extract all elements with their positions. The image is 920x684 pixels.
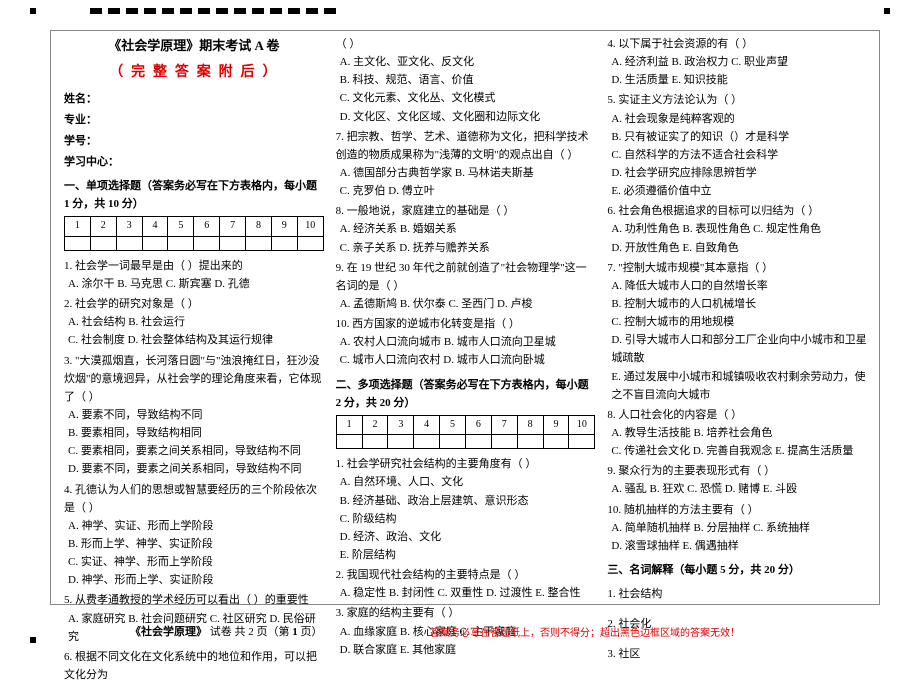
answer-cell: 5 (440, 415, 466, 435)
column-3: 4. 以下属于社会资源的有（ ）A. 经济利益 B. 政治权力 C. 职业声望 … (601, 35, 873, 595)
question-options: A. 涂尔干 B. 马克思 C. 斯宾塞 D. 孔德 (68, 275, 324, 293)
question-text: （ ） (336, 35, 596, 53)
answer-cell: 6 (194, 217, 220, 237)
section1-table: 12345678910 (64, 216, 324, 251)
answers-note: （ 完 整 答 案 附 后 ） (64, 60, 324, 83)
question-text: 7. 把宗教、哲学、艺术、道德称为文化，把科学技术创造的物质成果称为"浅薄的文明… (336, 128, 596, 164)
footer-pages-a: 试卷 共 2 页（第 (210, 626, 293, 638)
question-text: 2. 社会学的研究对象是（ ） (64, 295, 324, 313)
question-text: 3. 家庭的结构主要有（ ） (336, 604, 596, 622)
section3-heading: 三、名词解释（每小题 5 分，共 20 分） (607, 561, 867, 579)
answer-cell: 3 (116, 217, 142, 237)
answer-cell: 7 (220, 217, 246, 237)
question-options: A. 农村人口流向城市 B. 城市人口流向卫星城 C. 城市人口流向农村 D. … (340, 333, 596, 369)
question-options: A. 神学、实证、形而上学阶段 B. 形而上学、神学、实证阶段 C. 实证、神学… (68, 517, 324, 590)
question-options: A. 经济关系 B. 婚姻关系 C. 亲子关系 D. 抚养与赡养关系 (340, 220, 596, 256)
answer-cell: 8 (246, 217, 272, 237)
question-options: A. 教导生活技能 B. 培养社会角色 C. 传递社会文化 D. 完善自我观念 … (611, 424, 867, 460)
question-text: 7. "控制大城市规模"其本意指（ ） (607, 259, 867, 277)
section2-table: 12345678910 (336, 415, 596, 450)
answer-cell: 9 (543, 415, 569, 435)
question-text: 8. 人口社会化的内容是（ ） (607, 406, 867, 424)
footer-pages-b: 页） (301, 626, 323, 638)
question-options: A. 简单随机抽样 B. 分层抽样 C. 系统抽样 D. 滚雪球抽样 E. 偶遇… (611, 519, 867, 555)
question-options: A. 孟德斯鸠 B. 伏尔泰 C. 圣西门 D. 卢梭 (340, 295, 596, 313)
question-text: 2. 我国现代社会结构的主要特点是（ ） (336, 566, 596, 584)
content-columns: 《社会学原理》期末考试 A 卷 （ 完 整 答 案 附 后 ） 姓名： 专业： … (58, 35, 873, 595)
question-text: 1. 社会学一词最早是由（ ）提出来的 (64, 257, 324, 275)
answer-cell: 2 (90, 217, 116, 237)
column-2: （ ）A. 主文化、亚文化、反文化 B. 科技、规范、语言、价值 C. 文化元素… (330, 35, 602, 595)
column-1: 《社会学原理》期末考试 A 卷 （ 完 整 答 案 附 后 ） 姓名： 专业： … (58, 35, 330, 595)
name-label: 姓名： (64, 90, 324, 108)
exam-title: 《社会学原理》期末考试 A 卷 (64, 35, 324, 56)
answer-cell: 4 (142, 217, 168, 237)
answer-cell: 5 (168, 217, 194, 237)
question-text: 8. 一般地说，家庭建立的基础是（ ） (336, 202, 596, 220)
question-text: 5. 实证主义方法论认为（ ） (607, 91, 867, 109)
question-options: A. 德国部分古典哲学家 B. 马林诺夫斯基 C. 克罗伯 D. 傅立叶 (340, 164, 596, 200)
answer-cell: 8 (517, 415, 543, 435)
answer-cell: 9 (271, 217, 297, 237)
answer-cell: 3 (388, 415, 414, 435)
footer-page-num: 1 (292, 626, 298, 638)
question-options: A. 社会结构 B. 社会运行 C. 社会制度 D. 社会整体结构及其运行规律 (68, 313, 324, 349)
question-text: 3. "大漠孤烟直，长河落日圆"与"浊浪掩红日，狂沙没炊烟"的意境迥异，从社会学… (64, 352, 324, 406)
term-item: 3. 社区 (607, 645, 867, 663)
question-text: 1. 社会学研究社会结构的主要角度有（ ） (336, 455, 596, 473)
center-label: 学习中心： (64, 153, 324, 171)
answer-cell: 7 (491, 415, 517, 435)
answer-cell: 10 (297, 217, 323, 237)
question-text: 10. 随机抽样的方法主要有（ ） (607, 501, 867, 519)
section2-heading: 二、多项选择题（答案务必写在下方表格内，每小题 2 分，共 20 分） (336, 376, 596, 412)
question-options: A. 功利性角色 B. 表现性角色 C. 规定性角色 D. 开放性角色 E. 自… (611, 220, 867, 256)
question-text: 4. 孔德认为人们的思想或智慧要经历的三个阶段依次是（ ） (64, 481, 324, 517)
answer-cell: 1 (336, 415, 362, 435)
answer-cell: 6 (465, 415, 491, 435)
question-options: A. 稳定性 B. 封闭性 C. 双重性 D. 过渡性 E. 整合性 (340, 584, 596, 602)
answer-cell: 1 (65, 217, 91, 237)
question-text: 10. 西方国家的逆城市化转变是指（ ） (336, 315, 596, 333)
question-options: A. 主文化、亚文化、反文化 B. 科技、规范、语言、价值 C. 文化元素、文化… (340, 53, 596, 126)
question-options: A. 社会现象是纯粹客观的 B. 只有被证实了的知识（）才是科学 C. 自然科学… (611, 110, 867, 201)
question-text: 6. 社会角色根据追求的目标可以归结为（ ） (607, 202, 867, 220)
footer-warning: 答案务必写在答题纸上，否则不得分；超出黑色边框区域的答案无效！ (430, 624, 740, 639)
footer-left: 《社会学原理》 试卷 共 2 页（第 1 页） (130, 623, 323, 639)
question-options: A. 骚乱 B. 狂欢 C. 恐慌 D. 赌博 E. 斗殴 (611, 480, 867, 498)
question-options: A. 要素不同，导致结构不同 B. 要素相同，导致结构相同 C. 要素相同，要素… (68, 406, 324, 479)
question-options: A. 降低大城市人口的自然增长率 B. 控制大城市的人口机械增长 C. 控制大城… (611, 277, 867, 404)
question-text: 9. 聚众行为的主要表现形式有（ ） (607, 462, 867, 480)
term-item: 1. 社会结构 (607, 585, 867, 603)
answer-cell: 10 (569, 415, 595, 435)
id-label: 学号： (64, 132, 324, 150)
question-text: 6. 根据不同文化在文化系统中的地位和作用，可以把文化分为 (64, 648, 324, 684)
question-options: A. 经济利益 B. 政治权力 C. 职业声望 D. 生活质量 E. 知识技能 (611, 53, 867, 89)
question-text: 9. 在 19 世纪 30 年代之前就创造了"社会物理学"这一名词的是（ ） (336, 259, 596, 295)
question-text: 4. 以下属于社会资源的有（ ） (607, 35, 867, 53)
major-label: 专业： (64, 111, 324, 129)
question-text: 5. 从费孝通教授的学术经历可以看出（ ）的重要性 (64, 591, 324, 609)
section1-heading: 一、单项选择题（答案务必写在下方表格内，每小题 1 分，共 10 分） (64, 177, 324, 213)
answer-cell: 2 (362, 415, 388, 435)
footer-subject: 《社会学原理》 (130, 626, 207, 638)
answer-cell: 4 (414, 415, 440, 435)
question-options: A. 自然环境、人口、文化 B. 经济基础、政治上层建筑、意识形态 C. 阶级结… (340, 473, 596, 564)
